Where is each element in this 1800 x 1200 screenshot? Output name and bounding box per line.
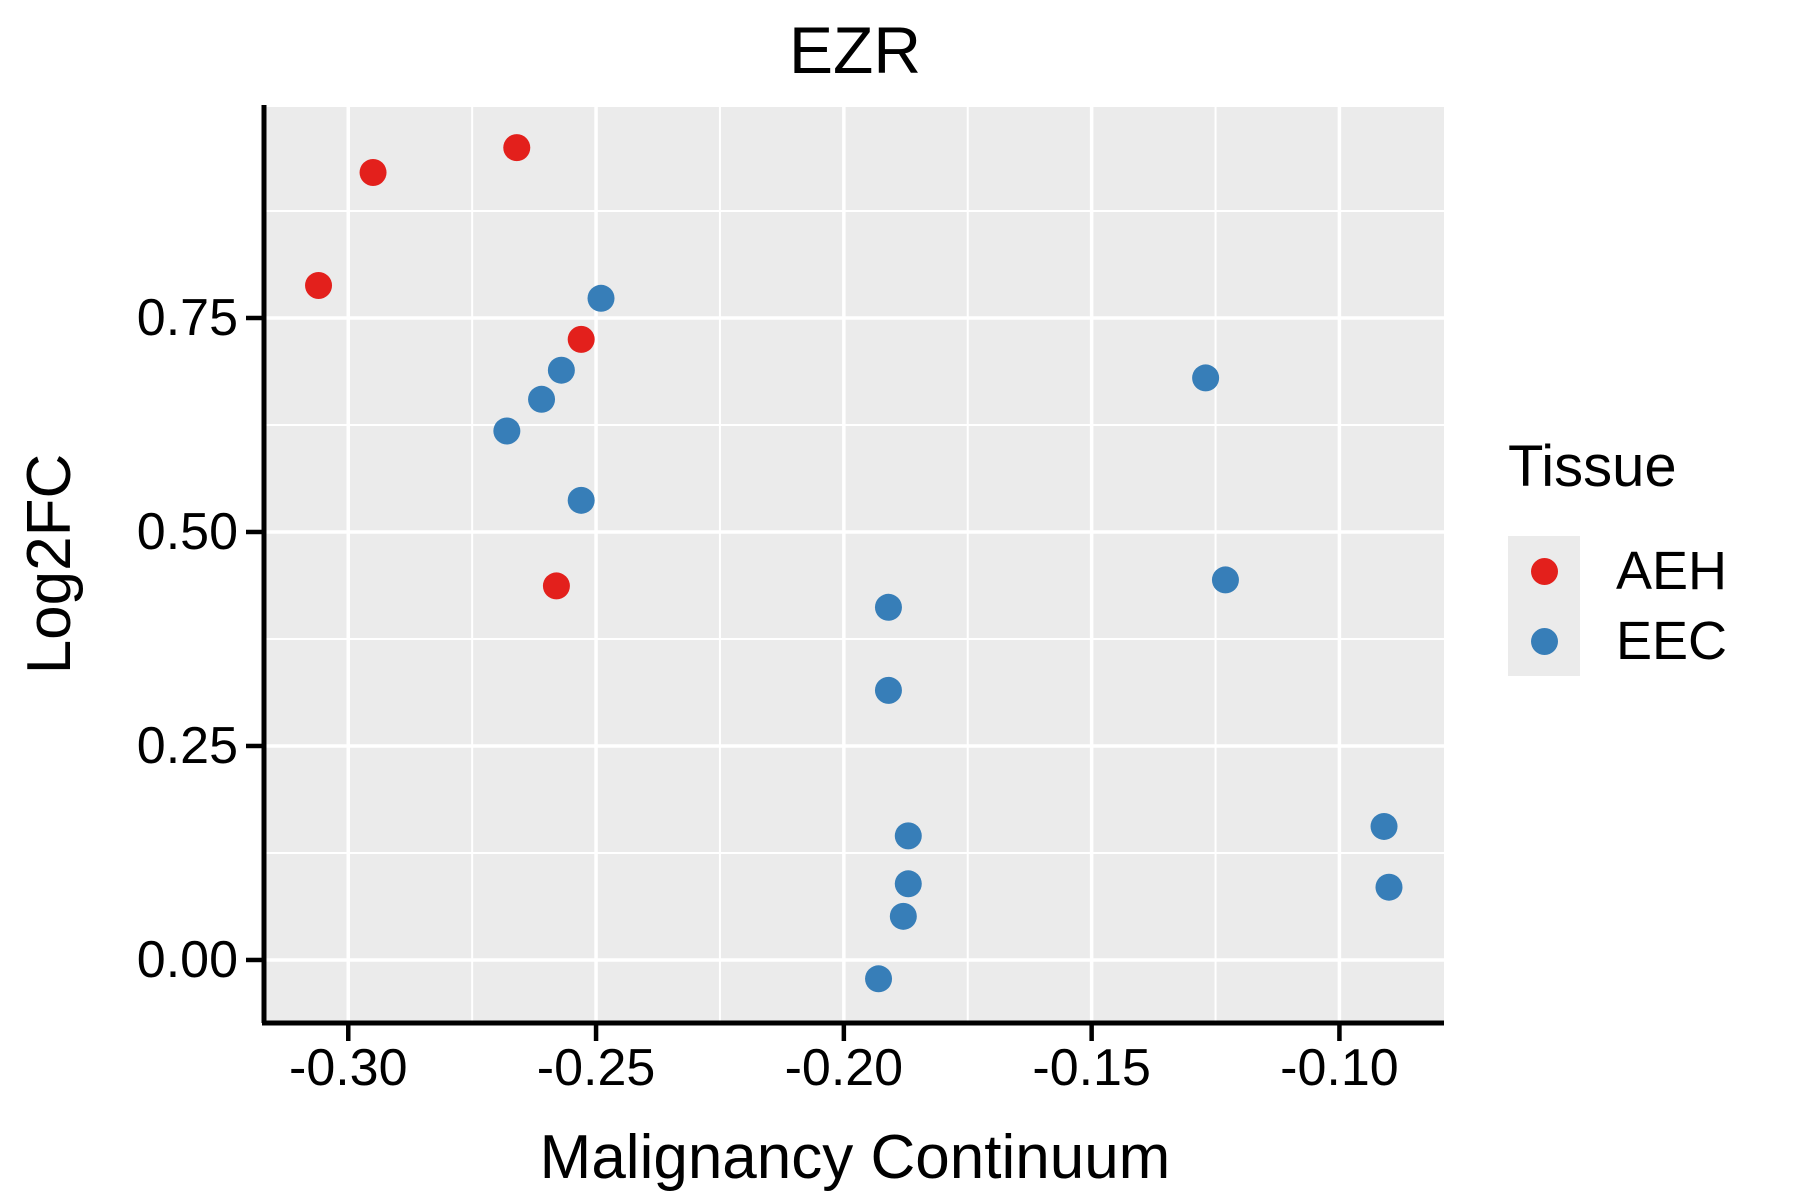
- legend-entry: AEH: [1508, 536, 1727, 606]
- x-tick-label: -0.30: [289, 1039, 408, 1097]
- data-point-eec: [874, 593, 902, 621]
- x-tick-label: -0.20: [784, 1039, 904, 1097]
- data-point-aeh: [359, 158, 387, 186]
- legend-key: [1508, 536, 1580, 606]
- y-axis-title: Log2FC: [15, 453, 84, 675]
- y-tick-label: 0.25: [136, 716, 238, 775]
- data-point-eec: [1375, 873, 1403, 901]
- data-point-eec: [889, 902, 917, 930]
- data-point-eec: [874, 676, 902, 704]
- legend-entry-label: EEC: [1616, 611, 1728, 671]
- legend-point-icon: [1530, 557, 1558, 585]
- data-point-eec: [865, 965, 893, 993]
- y-tick-label: 0.00: [136, 930, 238, 989]
- x-axis-title: Malignancy Continuum: [539, 1123, 1171, 1192]
- data-point-eec: [1192, 364, 1220, 392]
- data-point-aeh: [542, 572, 570, 600]
- data-point-aeh: [305, 271, 333, 299]
- plot-title: EZR: [789, 13, 921, 87]
- y-tick-label: 0.50: [136, 502, 238, 561]
- data-point-eec: [528, 385, 556, 413]
- legend-point-icon: [1530, 627, 1558, 655]
- panel-background: [266, 107, 1444, 1021]
- data-point-eec: [894, 870, 922, 898]
- legend-entry-label: AEH: [1616, 541, 1728, 601]
- data-point-eec: [493, 417, 521, 445]
- y-tick-label: 0.75: [136, 288, 238, 347]
- x-tick-label: -0.15: [1032, 1039, 1151, 1097]
- data-point-aeh: [567, 325, 595, 353]
- data-point-eec: [567, 486, 595, 514]
- data-point-eec: [1370, 812, 1398, 840]
- legend-key: [1508, 606, 1580, 676]
- legend-title: Tissue: [1508, 434, 1677, 499]
- legend-entries: AEH EEC: [1508, 536, 1727, 676]
- legend: Tissue AEH EEC: [1508, 434, 1727, 676]
- legend-entry: EEC: [1508, 606, 1727, 676]
- data-point-aeh: [503, 134, 531, 162]
- data-point-eec: [1211, 566, 1239, 594]
- x-tick-label: -0.25: [536, 1039, 656, 1097]
- data-point-eec: [547, 356, 575, 384]
- data-point-eec: [587, 284, 615, 312]
- data-point-eec: [894, 822, 922, 850]
- x-tick-label: -0.10: [1280, 1039, 1399, 1097]
